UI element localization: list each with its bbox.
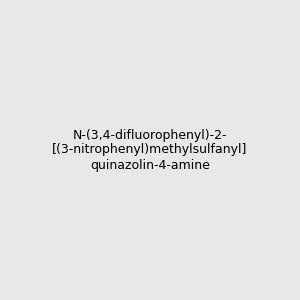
Text: N-(3,4-difluorophenyl)-2-
[(3-nitrophenyl)methylsulfanyl]
quinazolin-4-amine: N-(3,4-difluorophenyl)-2- [(3-nitropheny… [52, 128, 248, 172]
